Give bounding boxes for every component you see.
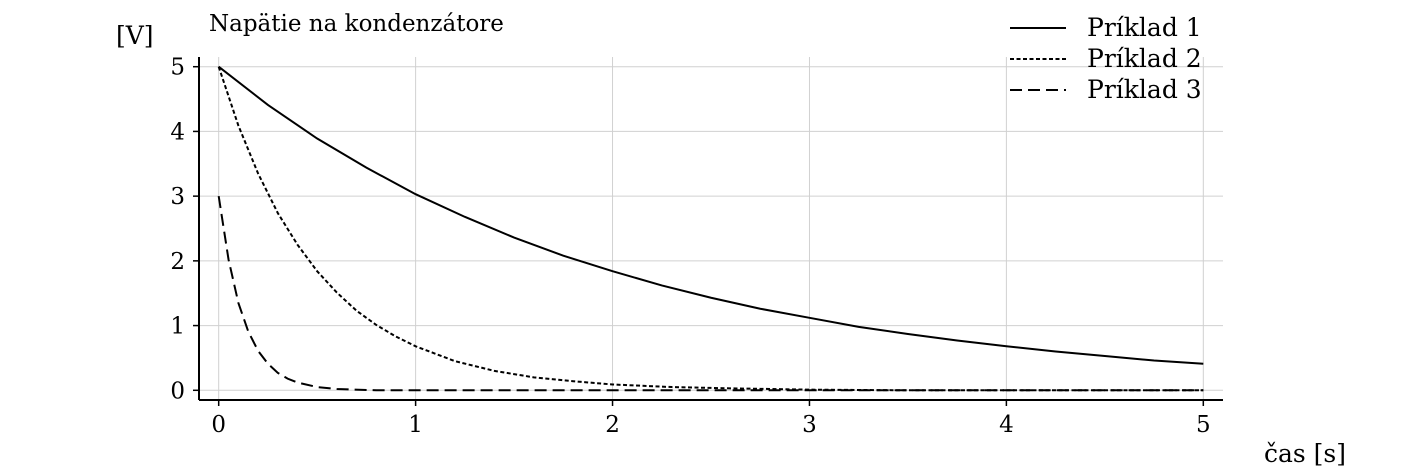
- series-line-1: [218, 65, 1204, 365]
- x-tick-label: 1: [408, 412, 423, 438]
- y-tick-label: 1: [170, 314, 185, 340]
- y-axis-label: [V]: [116, 21, 154, 50]
- legend-label-3: Príklad 3: [1087, 75, 1202, 104]
- legend-label-2: Príklad 2: [1087, 44, 1202, 73]
- x-tick-label: 4: [999, 412, 1014, 438]
- series-layer: [217, 65, 1204, 392]
- y-tick-label: 2: [170, 249, 185, 275]
- y-tick-label: 4: [170, 119, 185, 145]
- y-tick-label: 5: [170, 55, 185, 81]
- x-tick-label: 3: [802, 412, 817, 438]
- x-tick-label: 2: [605, 412, 620, 438]
- x-tick-label: 5: [1196, 412, 1211, 438]
- grid-lines: [199, 57, 1223, 400]
- legend-label-1: Príklad 1: [1087, 13, 1202, 42]
- ticks: 0 1 2 3 4 5 0 1 2 3 4 5: [170, 55, 1210, 438]
- series-line-3: [217, 195, 1204, 392]
- x-tick-label: 0: [211, 412, 226, 438]
- x-axis-label: čas [s]: [1264, 439, 1346, 468]
- axes: [198, 57, 1223, 401]
- chart-title: Napätie na kondenzátore: [209, 11, 504, 37]
- series-line-2: [217, 66, 1204, 392]
- y-tick-label: 0: [170, 378, 185, 404]
- y-tick-label: 3: [170, 184, 185, 210]
